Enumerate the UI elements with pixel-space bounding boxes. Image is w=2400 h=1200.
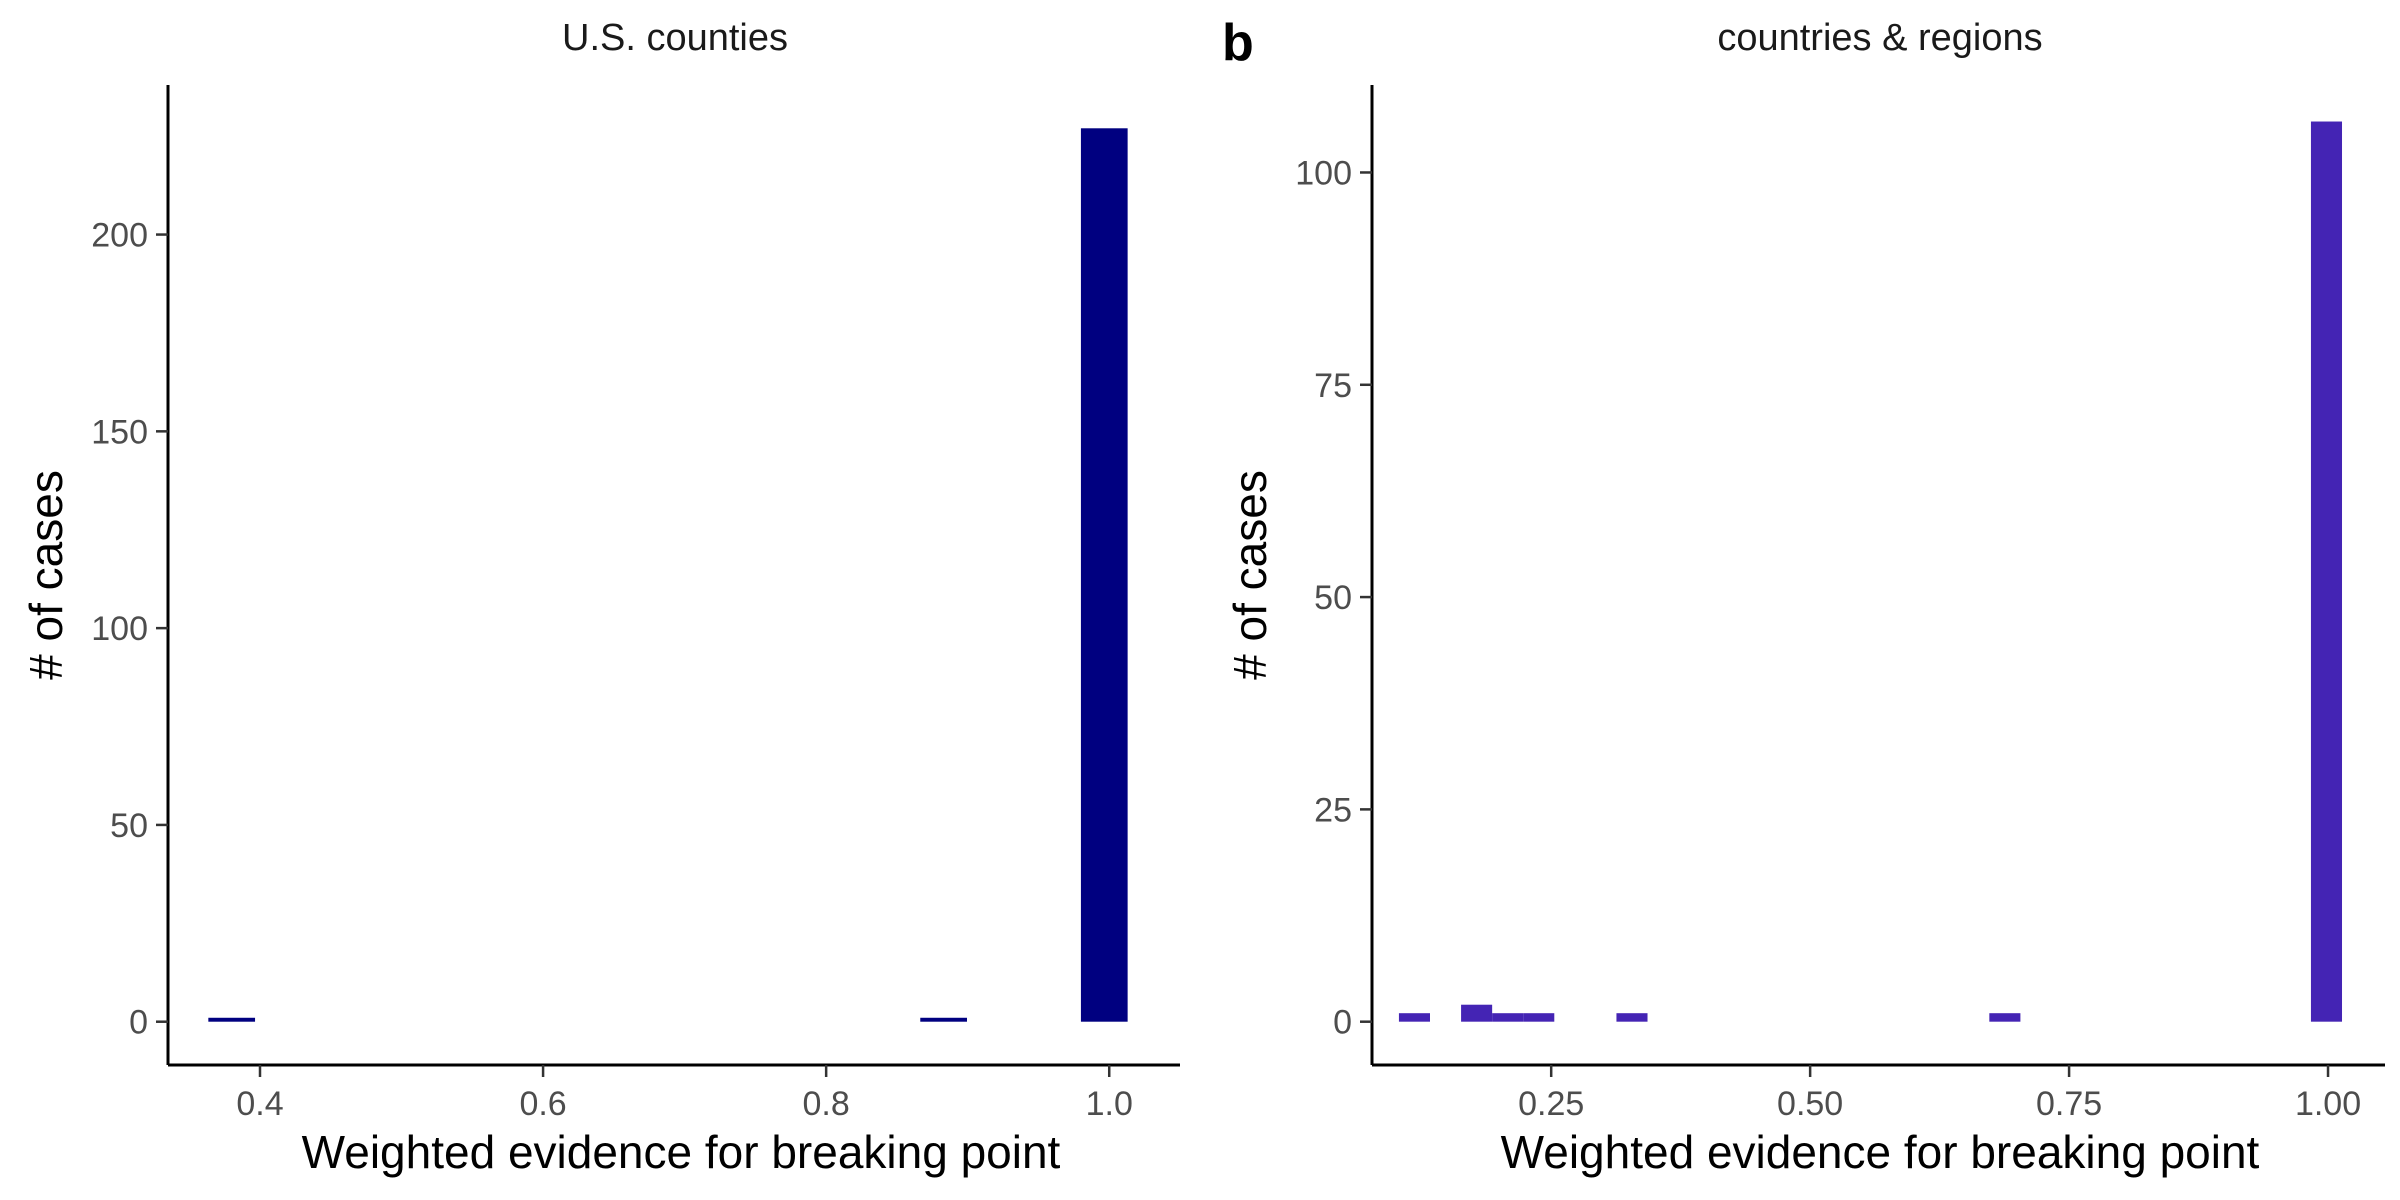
y-tick-label: 50 bbox=[110, 807, 148, 845]
chart-title: U.S. counties bbox=[562, 17, 788, 59]
histogram-bar-6 bbox=[2310, 121, 2343, 1022]
x-tick-label: 0.4 bbox=[236, 1085, 283, 1123]
y-tick-label: 100 bbox=[1295, 154, 1352, 192]
panel-us-counties: U.S. counties 0.4 0.6 0.8 1.0 0 50 100 150 200 W… bbox=[20, 17, 1180, 1178]
bars-group bbox=[208, 128, 1128, 1022]
axes-group: 0.25 0.50 0.75 1.00 0 25 50 75 100 bbox=[1295, 85, 2385, 1123]
histogram-bar-0 bbox=[208, 1017, 256, 1022]
y-tick-label: 150 bbox=[91, 413, 148, 451]
x-tick-label: 0.8 bbox=[803, 1085, 850, 1123]
y-axis-title: # of cases bbox=[20, 470, 72, 680]
panel-countries-regions: b countries & regions 0.25 0.50 0.75 1.00 0 2… bbox=[1222, 14, 2385, 1178]
histogram-bar-3 bbox=[1523, 1013, 1555, 1022]
histogram-bar-1 bbox=[1461, 1004, 1493, 1022]
chart-title: countries & regions bbox=[1717, 17, 2042, 59]
y-tick-label: 0 bbox=[1333, 1004, 1352, 1042]
histogram-bar-1 bbox=[920, 1017, 967, 1022]
axes-group: 0.4 0.6 0.8 1.0 0 50 100 150 200 bbox=[91, 85, 1180, 1123]
panel-tag: b bbox=[1222, 14, 1254, 72]
x-tick-label: 0.50 bbox=[1777, 1085, 1843, 1123]
x-tick-label: 1.0 bbox=[1086, 1085, 1133, 1123]
y-tick-label: 200 bbox=[91, 217, 148, 255]
x-tick-label: 1.00 bbox=[2295, 1085, 2361, 1123]
y-axis-title: # of cases bbox=[1224, 470, 1276, 680]
x-tick-label: 0.25 bbox=[1518, 1085, 1584, 1123]
y-tick-label: 0 bbox=[129, 1004, 148, 1042]
bars-group bbox=[1398, 121, 2343, 1022]
y-tick-label: 25 bbox=[1314, 791, 1352, 829]
x-tick-label: 0.75 bbox=[2036, 1085, 2102, 1123]
x-tick-label: 0.6 bbox=[519, 1085, 566, 1123]
histogram-bar-4 bbox=[1616, 1013, 1648, 1022]
histogram-bar-2 bbox=[1492, 1013, 1524, 1022]
y-tick-label: 75 bbox=[1314, 367, 1352, 405]
x-axis-title: Weighted evidence for breaking point bbox=[302, 1126, 1061, 1178]
histogram-bar-0 bbox=[1398, 1013, 1430, 1022]
y-tick-label: 100 bbox=[91, 610, 148, 648]
histogram-bar-5 bbox=[1989, 1013, 2021, 1022]
y-tick-label: 50 bbox=[1314, 579, 1352, 617]
x-axis-title: Weighted evidence for breaking point bbox=[1501, 1126, 2260, 1178]
histogram-bar-2 bbox=[1080, 128, 1128, 1022]
